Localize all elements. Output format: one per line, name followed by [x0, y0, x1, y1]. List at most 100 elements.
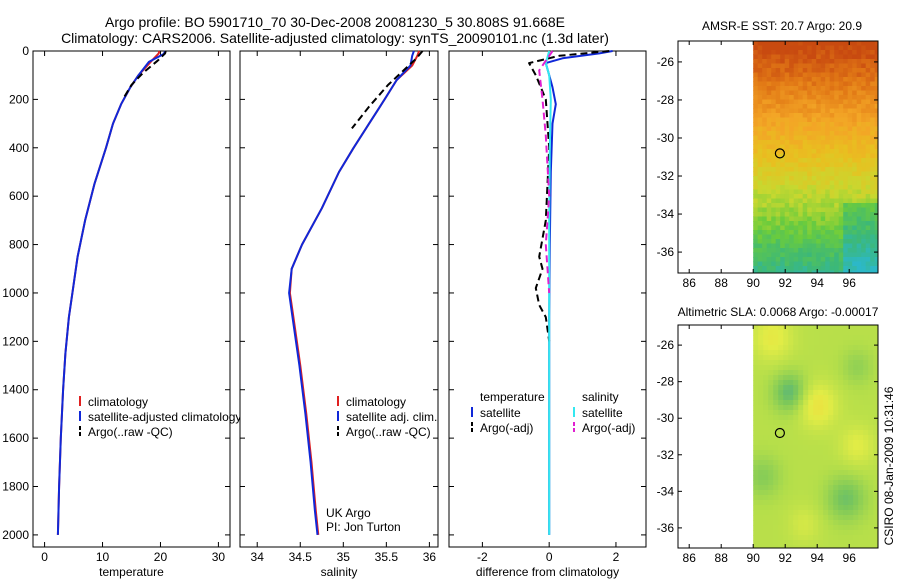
- sla-map-cell: [798, 340, 804, 346]
- sla-map-cell: [873, 340, 878, 346]
- sla-map-cell: [843, 535, 849, 541]
- sst-map-cell: [843, 86, 849, 92]
- sla-map-cell: [848, 325, 854, 331]
- sst-map-cell: [793, 212, 799, 218]
- sst-map-cell: [829, 261, 835, 267]
- sst-map-cell: [834, 230, 840, 236]
- sst-map-cell: [784, 248, 790, 254]
- sla-map-cell: [803, 510, 809, 516]
- sst-map-cell: [838, 162, 844, 168]
- sst-map-cell: [838, 135, 844, 141]
- sst-map-cell: [802, 99, 808, 105]
- sla-map-cell: [808, 460, 814, 466]
- sst-map-cell: [865, 41, 871, 47]
- sla-map-cell: [818, 465, 824, 471]
- sst-map-cell: [762, 140, 768, 146]
- sla-map-cell: [868, 370, 874, 376]
- sst-map-xtick-label: 86: [683, 276, 697, 290]
- sla-map-cell: [798, 530, 804, 536]
- sst-map-cell: [843, 194, 849, 200]
- sst-map-cell: [802, 72, 808, 78]
- sla-map-cell: [848, 470, 854, 476]
- sst-map-cell: [847, 158, 853, 164]
- sla-map-cell: [853, 390, 859, 396]
- sst-map-cell: [757, 86, 763, 92]
- sla-map-cell: [863, 530, 869, 536]
- sst-map-cell: [874, 99, 878, 105]
- sla-map-cell: [828, 525, 834, 531]
- sst-map-cell: [816, 135, 822, 141]
- sla-map-cell: [798, 325, 804, 331]
- sst-map-cell: [775, 198, 781, 204]
- sst-map-cell: [798, 99, 804, 105]
- temperature-ytick-label: 600: [9, 189, 29, 203]
- sst-map-cell: [874, 153, 878, 159]
- sst-map-cell: [775, 212, 781, 218]
- sla-map-cell: [798, 480, 804, 486]
- sst-map-cell: [847, 104, 853, 110]
- sla-map-cell: [843, 370, 849, 376]
- sst-map-cell: [825, 122, 831, 128]
- sst-map-cell: [861, 212, 867, 218]
- sst-map-cell: [834, 261, 840, 267]
- sla-map-cell: [873, 545, 878, 548]
- sla-map-cell: [868, 460, 874, 466]
- sst-map-cell: [780, 158, 786, 164]
- sst-map-cell: [843, 59, 849, 65]
- sla-map-cell: [828, 360, 834, 366]
- sst-map-cell: [807, 225, 813, 231]
- sla-map-cell: [758, 385, 764, 391]
- sla-map-cell: [853, 325, 859, 331]
- sla-map-cell: [828, 380, 834, 386]
- sst-map-cell: [874, 225, 878, 231]
- sst-map-cell: [753, 171, 759, 177]
- sla-map-cell: [858, 325, 864, 331]
- sla-map-cell: [853, 445, 859, 451]
- sst-map-cell: [834, 216, 840, 222]
- sst-map-cell: [807, 72, 813, 78]
- sst-map-cell: [874, 239, 878, 245]
- sst-map-cell: [834, 225, 840, 231]
- sst-map-cell: [834, 41, 840, 47]
- sla-map-cell: [813, 440, 819, 446]
- sla-map-cell: [778, 465, 784, 471]
- sst-map-cell: [771, 257, 777, 263]
- sla-map-cell: [753, 325, 759, 331]
- sla-map-cell: [768, 395, 774, 401]
- sst-map-cell: [780, 270, 786, 273]
- sla-map-cell: [808, 430, 814, 436]
- sst-map-cell: [856, 270, 862, 273]
- sla-map-cell: [773, 540, 779, 546]
- sst-map-cell: [811, 225, 817, 231]
- sst-map-cell: [793, 230, 799, 236]
- sst-map-cell: [793, 144, 799, 150]
- sla-map-cell: [773, 360, 779, 366]
- sst-map-cell: [757, 117, 763, 123]
- sst-map-cell: [820, 185, 826, 191]
- sst-map-cell: [789, 122, 795, 128]
- sst-map-cell: [789, 221, 795, 227]
- sst-map-cell: [834, 99, 840, 105]
- sst-map-cell: [784, 86, 790, 92]
- sst-map-cell: [802, 77, 808, 83]
- sla-map-cell: [768, 460, 774, 466]
- sst-map-cell: [775, 162, 781, 168]
- sla-map-cell: [763, 505, 769, 511]
- sla-map-cell: [788, 545, 794, 548]
- sst-map-cell: [816, 126, 822, 132]
- sst-map-cell: [865, 122, 871, 128]
- sst-map-cell: [766, 266, 772, 272]
- sst-map-cell: [829, 122, 835, 128]
- sla-map-cell: [798, 505, 804, 511]
- sla-map-cell: [753, 515, 759, 521]
- sla-map-cell: [863, 395, 869, 401]
- sst-map-cell: [802, 54, 808, 60]
- sst-map-cell: [838, 252, 844, 258]
- sla-map-cell: [843, 350, 849, 356]
- sst-map-cell: [798, 135, 804, 141]
- sla-map-cell: [858, 405, 864, 411]
- sla-map-cell: [833, 395, 839, 401]
- sla-map-cell: [778, 515, 784, 521]
- sla-map-cell: [838, 530, 844, 536]
- sla-map-cell: [783, 515, 789, 521]
